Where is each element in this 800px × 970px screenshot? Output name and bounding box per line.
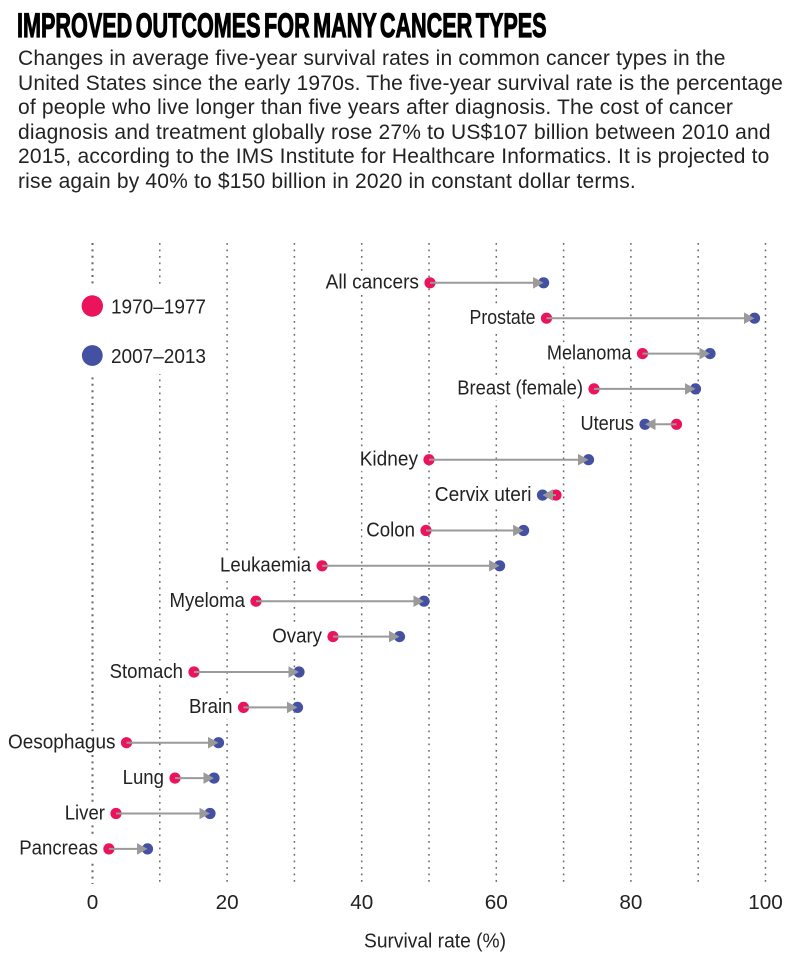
svg-text:Liver: Liver bbox=[65, 801, 105, 824]
svg-text:Pancreas: Pancreas bbox=[19, 837, 98, 860]
svg-text:40: 40 bbox=[350, 891, 373, 914]
svg-text:Survival rate (%): Survival rate (%) bbox=[364, 930, 506, 953]
svg-text:2007–2013: 2007–2013 bbox=[111, 345, 206, 368]
svg-text:Lung: Lung bbox=[123, 766, 164, 789]
svg-text:1970–1977: 1970–1977 bbox=[111, 296, 206, 319]
svg-text:Melanoma: Melanoma bbox=[547, 341, 632, 364]
svg-text:Stomach: Stomach bbox=[110, 660, 183, 683]
svg-text:Kidney: Kidney bbox=[360, 448, 419, 471]
svg-text:All cancers: All cancers bbox=[326, 271, 419, 294]
svg-text:Prostate: Prostate bbox=[470, 306, 536, 329]
svg-text:100: 100 bbox=[748, 891, 783, 914]
svg-text:Uterus: Uterus bbox=[581, 412, 635, 435]
svg-text:20: 20 bbox=[216, 891, 239, 914]
svg-text:Myeloma: Myeloma bbox=[170, 589, 246, 612]
svg-text:60: 60 bbox=[485, 891, 508, 914]
svg-text:Ovary: Ovary bbox=[272, 624, 322, 647]
svg-text:Oesophagus: Oesophagus bbox=[8, 731, 116, 754]
svg-text:80: 80 bbox=[619, 891, 642, 914]
svg-text:Leukaemia: Leukaemia bbox=[220, 554, 312, 577]
svg-text:Cervix uteri: Cervix uteri bbox=[435, 483, 532, 506]
svg-text:Brain: Brain bbox=[189, 695, 233, 718]
svg-text:Breast (female): Breast (female) bbox=[457, 377, 583, 400]
svg-text:Colon: Colon bbox=[366, 518, 415, 541]
svg-text:0: 0 bbox=[87, 891, 99, 914]
